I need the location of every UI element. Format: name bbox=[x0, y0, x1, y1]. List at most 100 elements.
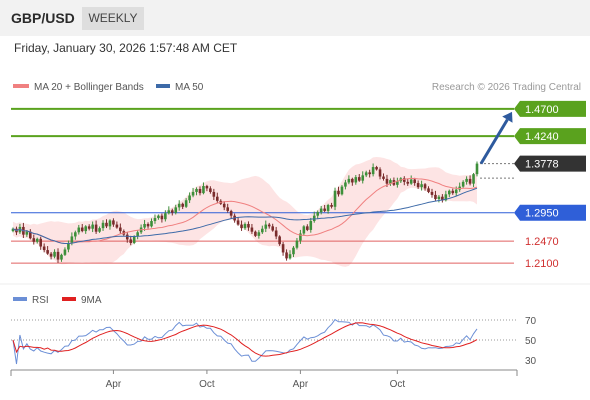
rsi-tick-label: 50 bbox=[525, 336, 537, 347]
candle bbox=[240, 220, 243, 231]
candle-body bbox=[312, 215, 316, 222]
candle-body bbox=[243, 223, 247, 229]
candle-body bbox=[430, 191, 434, 195]
forecast-arrow-head bbox=[502, 111, 513, 123]
candle-body bbox=[427, 188, 430, 192]
legend-rsi-label: RSI bbox=[32, 295, 49, 306]
candle bbox=[306, 224, 309, 232]
candle-body bbox=[461, 181, 465, 187]
candle bbox=[285, 249, 288, 261]
candle-body bbox=[195, 188, 198, 192]
candle-body bbox=[254, 231, 257, 236]
candle-body bbox=[25, 231, 29, 235]
candle-body bbox=[330, 205, 333, 207]
candle-body bbox=[396, 181, 399, 185]
rsi-tick-label: 30 bbox=[525, 356, 537, 367]
candle-body bbox=[271, 226, 275, 231]
candle bbox=[420, 180, 423, 191]
candle-body bbox=[306, 226, 309, 230]
candle-body bbox=[74, 232, 77, 237]
candle bbox=[94, 220, 98, 234]
candle bbox=[427, 186, 430, 194]
period-selector[interactable]: WEEKLY bbox=[82, 7, 144, 30]
candle bbox=[312, 211, 316, 223]
candle bbox=[406, 178, 410, 186]
candle-body bbox=[105, 222, 108, 227]
candle bbox=[274, 226, 278, 240]
candle-body bbox=[226, 207, 229, 211]
candle bbox=[42, 243, 46, 253]
header-bar: GBP/USD WEEKLY bbox=[0, 0, 590, 36]
candle bbox=[202, 182, 205, 195]
candle bbox=[451, 188, 455, 195]
candle-body bbox=[198, 188, 202, 194]
candle-body bbox=[170, 210, 174, 213]
candle bbox=[441, 194, 444, 203]
candle bbox=[247, 221, 250, 231]
candle-body bbox=[84, 226, 88, 232]
candle bbox=[250, 223, 254, 234]
candle-body bbox=[302, 226, 306, 234]
x-tick-label: Oct bbox=[199, 379, 215, 390]
candle bbox=[157, 214, 160, 220]
candle bbox=[472, 172, 475, 187]
candle bbox=[191, 187, 195, 198]
candle bbox=[375, 165, 378, 171]
candle-body bbox=[94, 224, 98, 232]
x-tick-label: Apr bbox=[293, 379, 309, 390]
candle-body bbox=[174, 207, 178, 213]
candle-body bbox=[382, 176, 385, 179]
candle bbox=[170, 208, 174, 216]
candle-body bbox=[406, 181, 410, 184]
candle bbox=[299, 229, 302, 244]
candle bbox=[254, 230, 257, 238]
candle-body bbox=[371, 167, 375, 175]
candle-body bbox=[354, 177, 358, 183]
candle-body bbox=[351, 178, 354, 183]
candle-body bbox=[257, 232, 261, 236]
candle-body bbox=[132, 236, 136, 243]
candle-body bbox=[337, 190, 340, 195]
candle-body bbox=[250, 227, 254, 232]
candle-body bbox=[323, 208, 326, 211]
candle-body bbox=[267, 224, 271, 227]
candle-body bbox=[146, 223, 150, 227]
bollinger-bands bbox=[13, 157, 477, 267]
candle bbox=[160, 213, 164, 223]
candle-body bbox=[454, 189, 458, 194]
candle-body bbox=[160, 215, 164, 220]
candle bbox=[333, 187, 337, 211]
candle bbox=[181, 202, 184, 210]
candle bbox=[49, 251, 53, 260]
candle bbox=[278, 235, 281, 246]
candle bbox=[337, 186, 340, 197]
candle-body bbox=[295, 240, 299, 248]
candle-body bbox=[112, 220, 115, 225]
level-label-support: 1.2470 bbox=[525, 236, 559, 248]
candle-body bbox=[281, 244, 285, 253]
candle-body bbox=[375, 167, 378, 170]
candle-body bbox=[56, 251, 60, 260]
candle bbox=[11, 227, 15, 233]
candle bbox=[378, 167, 382, 180]
candle-body bbox=[299, 233, 302, 241]
candle-body bbox=[261, 228, 264, 233]
candle-body bbox=[420, 184, 423, 188]
candle bbox=[205, 184, 209, 192]
candle-body bbox=[153, 218, 157, 222]
candle bbox=[101, 220, 105, 231]
candle bbox=[309, 217, 313, 233]
candle bbox=[416, 180, 420, 189]
candle bbox=[292, 246, 295, 258]
candle bbox=[167, 206, 171, 215]
candle-body bbox=[409, 179, 413, 184]
candle-body bbox=[344, 182, 347, 187]
candle bbox=[177, 200, 181, 211]
candle bbox=[32, 234, 36, 245]
candle bbox=[174, 204, 178, 215]
candle-body bbox=[80, 227, 84, 232]
x-tick-label: Apr bbox=[106, 379, 122, 390]
candle-body bbox=[60, 254, 63, 260]
candle-body bbox=[361, 175, 365, 181]
